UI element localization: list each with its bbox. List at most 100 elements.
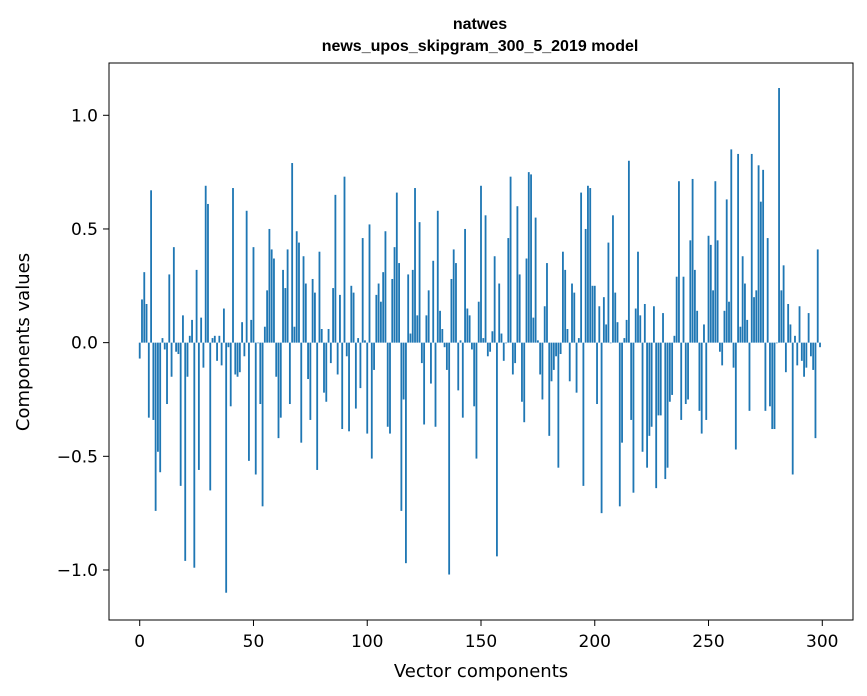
bar-160 — [502, 342, 505, 361]
bar-295 — [810, 342, 812, 357]
x-tick-label: 0 — [134, 632, 145, 652]
bar-149 — [477, 301, 480, 343]
bar-116 — [402, 342, 405, 400]
bar-167 — [518, 274, 521, 343]
y-tick-label: 1.0 — [71, 106, 98, 126]
x-tick-label: 200 — [579, 632, 611, 652]
bar-97 — [359, 342, 362, 389]
bar-209 — [614, 292, 617, 343]
bar-259 — [728, 301, 730, 343]
bar-272 — [757, 165, 760, 343]
bar-279 — [773, 342, 776, 430]
bar-5 — [150, 190, 152, 343]
bar-45 — [241, 322, 244, 343]
bar-181 — [550, 342, 553, 382]
bar-264 — [739, 326, 742, 343]
bar-20 — [184, 342, 187, 561]
bar-186 — [562, 251, 564, 343]
bar-11 — [163, 342, 166, 350]
bar-51 — [254, 342, 257, 475]
bar-180 — [548, 342, 551, 436]
bar-28 — [202, 342, 205, 368]
bar-217 — [632, 342, 635, 493]
bar-54 — [261, 342, 264, 507]
bar-41 — [232, 188, 234, 343]
bar-91 — [345, 342, 348, 357]
bar-31 — [209, 342, 212, 491]
bar-247 — [700, 342, 703, 434]
bar-148 — [475, 342, 478, 459]
bar-150 — [480, 185, 482, 343]
bar-175 — [536, 340, 539, 343]
bar-205 — [605, 324, 608, 343]
bar-34 — [216, 342, 218, 361]
bar-194 — [580, 192, 583, 343]
bar-281 — [778, 88, 780, 343]
bar-169 — [523, 342, 526, 423]
bar-299 — [819, 342, 821, 348]
bar-59 — [273, 258, 275, 343]
bar-98 — [361, 238, 364, 343]
bar-111 — [391, 278, 394, 343]
bar-68 — [293, 326, 296, 343]
bar-271 — [755, 290, 758, 343]
bar-234 — [671, 342, 674, 395]
bar-120 — [411, 269, 414, 343]
bar-273 — [759, 201, 762, 343]
bar-18 — [179, 342, 182, 486]
bar-268 — [748, 342, 751, 411]
bar-106 — [379, 301, 382, 343]
bar-46 — [243, 342, 246, 357]
bar-99 — [364, 340, 366, 343]
bar-277 — [769, 342, 771, 407]
bar-135 — [445, 342, 448, 370]
bar-4 — [147, 342, 150, 418]
bar-154 — [489, 342, 492, 352]
bar-38 — [225, 342, 228, 593]
bar-44 — [238, 342, 241, 373]
bar-86 — [334, 194, 337, 343]
bar-27 — [200, 317, 203, 343]
bar-26 — [197, 342, 200, 470]
bar-230 — [662, 313, 664, 343]
bar-161 — [505, 342, 507, 344]
bar-8 — [157, 342, 159, 452]
bar-296 — [812, 342, 815, 370]
bar-285 — [787, 303, 790, 343]
bar-172 — [530, 174, 532, 343]
bar-252 — [712, 290, 714, 343]
bar-171 — [527, 172, 530, 343]
bar-191 — [573, 292, 576, 343]
chart-title-line2: news_upos_skipgram_300_5_2019 model — [322, 38, 639, 55]
bar-244 — [693, 269, 696, 343]
bar-143 — [464, 228, 466, 343]
x-axis-ticks: 0 50 100 150 200 250 300 — [134, 620, 839, 652]
bar-79 — [318, 251, 321, 343]
bar-39 — [227, 342, 230, 348]
bar-6 — [152, 342, 155, 420]
bar-260 — [730, 149, 733, 343]
bar-13 — [168, 274, 171, 343]
bar-212 — [621, 342, 623, 443]
bar-67 — [291, 163, 294, 343]
bar-214 — [625, 319, 628, 343]
bar-73 — [304, 283, 307, 343]
bar-185 — [559, 342, 562, 355]
bar-208 — [612, 215, 614, 343]
bar-159 — [500, 333, 503, 343]
bar-290 — [798, 306, 801, 343]
bar-74 — [307, 342, 309, 380]
bar-9 — [159, 342, 162, 473]
bar-213 — [623, 338, 626, 343]
bar-66 — [288, 342, 291, 405]
bar-163 — [509, 176, 512, 343]
bar-262 — [734, 342, 737, 450]
bar-138 — [452, 249, 455, 343]
bar-118 — [407, 274, 410, 343]
bar-60 — [275, 342, 278, 377]
bar-145 — [468, 315, 471, 343]
y-tick-label: −0.5 — [57, 447, 98, 467]
bar-136 — [448, 342, 451, 575]
bar-104 — [375, 294, 378, 343]
